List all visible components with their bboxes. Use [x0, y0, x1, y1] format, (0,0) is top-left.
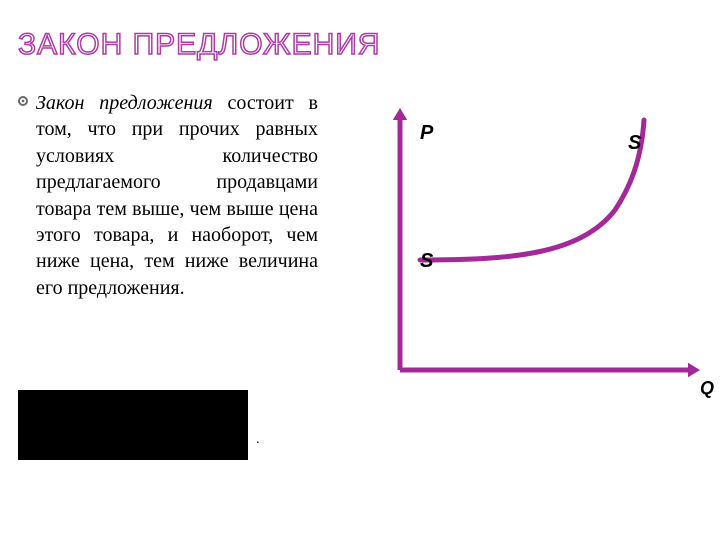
supply-curve-chart: P S S Q: [380, 100, 710, 390]
black-box: [18, 390, 248, 460]
definition-paragraph: Закон предложения состоит в том, что при…: [18, 90, 318, 301]
definition-term: Закон предложения: [36, 92, 213, 114]
bullet-icon: [18, 96, 28, 106]
supply-curve: [420, 120, 644, 260]
definition-body: состоит в том, что при прочих равных усл…: [36, 92, 318, 299]
axis-label-p: P: [420, 122, 433, 145]
x-axis: [400, 363, 700, 377]
page-title: ЗАКОН ПРЕДЛОЖЕНИЯ: [18, 28, 380, 62]
curve-label-s-start: S: [420, 250, 433, 273]
curve-label-s-top: S: [628, 132, 641, 155]
y-axis: [393, 108, 407, 370]
axis-label-q: Q: [700, 378, 714, 399]
stray-dot: .: [256, 432, 260, 448]
